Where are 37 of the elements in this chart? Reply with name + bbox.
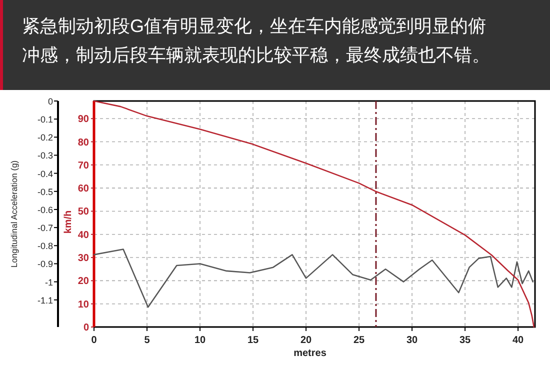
x-tick-label: 40 (512, 335, 524, 346)
y2-tick-label: 20 (78, 276, 90, 288)
y2-tick-label: 80 (78, 137, 90, 148)
chart-title: 紧急制动初段G值有明显变化，坐在车内能感觉到明显的俯冲感，制动后段车辆就表现的比较平稳，最终成绩也不错。 (22, 16, 490, 65)
y-tick-label: 0 (48, 96, 53, 106)
y-tick-label: -0.4 (37, 168, 53, 179)
y2-tick-label: 50 (78, 206, 90, 218)
y-axis-title: Longitudinal Acceleration (g) (9, 160, 19, 268)
line-series (93, 248, 534, 308)
y2-tick-label: 10 (78, 299, 90, 310)
y2-tick-label: 40 (78, 230, 90, 241)
x-tick-label: 20 (300, 335, 312, 346)
x-tick-label: 0 (91, 335, 98, 346)
y-tick-label: -0.6 (37, 204, 53, 215)
y-tick-label: -0.3 (37, 150, 53, 161)
y-tick-label: -1 (44, 277, 53, 288)
x-tick-label: 30 (406, 335, 418, 346)
y-tick-label: -0.7 (37, 223, 53, 234)
y2-tick-label: 90 (78, 114, 90, 126)
y2-axis-title: km/h (63, 210, 74, 234)
x-tick-label: 25 (353, 335, 366, 346)
y-tick-label: -0.1 (37, 114, 53, 125)
y-tick-label: -0.5 (37, 186, 53, 197)
y2-tick-label: 70 (78, 160, 90, 172)
y2-tick-label: 60 (78, 184, 90, 195)
y2-tick-label: 30 (78, 253, 90, 264)
x-tick-label: 5 (144, 335, 150, 346)
y-tick-label: -0.2 (37, 132, 53, 143)
x-axis-title: metres (294, 348, 327, 359)
x-tick-label: 35 (459, 335, 472, 346)
x-tick-label: 10 (194, 335, 206, 346)
y-tick-label: -1.1 (37, 295, 53, 306)
x-tick-label: 15 (247, 335, 260, 346)
line-series (93, 100, 535, 328)
y-tick-label: -0.9 (37, 259, 53, 270)
y2-tick-label: 0 (83, 322, 90, 334)
y-tick-label: -0.8 (37, 241, 53, 252)
